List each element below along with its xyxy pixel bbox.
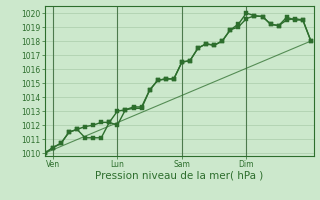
X-axis label: Pression niveau de la mer( hPa ): Pression niveau de la mer( hPa ) [95,171,263,181]
